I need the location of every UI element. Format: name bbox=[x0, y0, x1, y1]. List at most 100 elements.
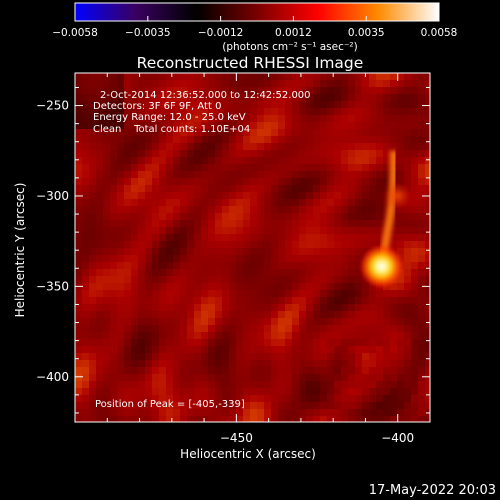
heatmap-cell bbox=[327, 360, 335, 368]
heatmap-cell bbox=[229, 241, 237, 249]
heatmap-cell bbox=[215, 339, 223, 347]
heatmap-cell bbox=[313, 325, 321, 333]
heatmap-cell bbox=[320, 297, 328, 305]
heatmap-cell bbox=[166, 367, 174, 375]
heatmap-cell bbox=[320, 94, 328, 102]
heatmap-cell bbox=[180, 416, 188, 422]
heatmap-cell bbox=[425, 374, 430, 382]
heatmap-cell bbox=[152, 206, 160, 214]
heatmap-cell bbox=[369, 101, 377, 109]
heatmap-cell bbox=[320, 381, 328, 389]
heatmap-cell bbox=[201, 136, 209, 144]
heatmap-cell bbox=[362, 94, 370, 102]
heatmap-cell bbox=[348, 353, 356, 361]
heatmap-cell bbox=[264, 360, 272, 368]
heatmap-cell bbox=[397, 339, 405, 347]
heatmap-cell bbox=[418, 276, 426, 284]
heatmap-cell bbox=[194, 213, 202, 221]
heatmap-cell bbox=[313, 227, 321, 235]
heatmap-cell bbox=[131, 101, 139, 109]
heatmap-cell bbox=[397, 276, 405, 284]
heatmap-cell bbox=[201, 241, 209, 249]
heatmap-cell bbox=[222, 122, 230, 130]
heatmap-cell bbox=[285, 381, 293, 389]
heatmap-cell bbox=[327, 381, 335, 389]
heatmap-cell bbox=[334, 416, 342, 422]
heatmap-cell bbox=[355, 325, 363, 333]
heatmap-cell bbox=[271, 129, 279, 137]
heatmap-cell bbox=[299, 388, 307, 396]
heatmap-cell bbox=[278, 171, 286, 179]
heatmap-cell bbox=[320, 304, 328, 312]
heatmap-cell bbox=[180, 220, 188, 228]
heatmap-cell bbox=[103, 367, 111, 375]
heatmap-cell bbox=[383, 346, 391, 354]
heatmap-cell bbox=[341, 304, 349, 312]
heatmap-cell bbox=[201, 360, 209, 368]
heatmap-cell bbox=[292, 122, 300, 130]
heatmap-cell bbox=[208, 241, 216, 249]
heatmap-cell bbox=[362, 108, 370, 116]
heatmap-cell bbox=[96, 332, 104, 340]
heatmap-cell bbox=[390, 353, 398, 361]
heatmap-cell bbox=[271, 206, 279, 214]
heatmap-cell bbox=[327, 276, 335, 284]
heatmap-cell bbox=[313, 402, 321, 410]
heatmap-cell bbox=[271, 192, 279, 200]
heatmap-cell bbox=[152, 122, 160, 130]
heatmap-cell bbox=[376, 122, 384, 130]
heatmap-cell bbox=[278, 143, 286, 151]
heatmap-cell bbox=[320, 199, 328, 207]
heatmap-cell bbox=[201, 143, 209, 151]
heatmap-cell bbox=[236, 101, 244, 109]
heatmap-cell bbox=[208, 122, 216, 130]
heatmap-cell bbox=[355, 178, 363, 186]
heatmap-cell bbox=[313, 115, 321, 123]
heatmap-cell bbox=[292, 290, 300, 298]
heatmap-cell bbox=[341, 220, 349, 228]
heatmap-cell bbox=[397, 171, 405, 179]
heatmap-cell bbox=[278, 108, 286, 116]
heatmap-cell bbox=[257, 395, 265, 403]
heatmap-cell bbox=[215, 367, 223, 375]
info-line-time: 2-Oct-2014 12:36:52.000 to 12:42:52.000 bbox=[100, 90, 311, 101]
heatmap-cell bbox=[390, 101, 398, 109]
heatmap-cell bbox=[390, 136, 398, 144]
heatmap-cell bbox=[89, 346, 97, 354]
heatmap-cell bbox=[334, 101, 342, 109]
heatmap-cell bbox=[124, 304, 132, 312]
heatmap-cell bbox=[418, 164, 426, 172]
heatmap-cell bbox=[229, 367, 237, 375]
heatmap-cell bbox=[145, 220, 153, 228]
heatmap-cell bbox=[243, 381, 251, 389]
heatmap-cell bbox=[173, 129, 181, 137]
heatmap-cell bbox=[173, 192, 181, 200]
heatmap-cell bbox=[376, 374, 384, 382]
heatmap-cell bbox=[390, 94, 398, 102]
heatmap-cell bbox=[313, 241, 321, 249]
heatmap-cell bbox=[89, 108, 97, 116]
heatmap-cell bbox=[243, 178, 251, 186]
heatmap-cell bbox=[355, 367, 363, 375]
heatmap-cell bbox=[201, 374, 209, 382]
heatmap-cell bbox=[341, 73, 349, 81]
heatmap-cell bbox=[201, 164, 209, 172]
heatmap-cell bbox=[278, 213, 286, 221]
heatmap-cell bbox=[369, 73, 377, 81]
heatmap-cell bbox=[117, 73, 125, 81]
heatmap-cell bbox=[82, 73, 90, 81]
heatmap-cell bbox=[194, 402, 202, 410]
heatmap-cell bbox=[348, 374, 356, 382]
heatmap-cell bbox=[180, 171, 188, 179]
heatmap-cell bbox=[82, 360, 90, 368]
heatmap-cell bbox=[229, 101, 237, 109]
heatmap-cell bbox=[327, 290, 335, 298]
heatmap-cell bbox=[271, 353, 279, 361]
heatmap-cell bbox=[89, 339, 97, 347]
heatmap-cell bbox=[243, 276, 251, 284]
heatmap-cell bbox=[110, 171, 118, 179]
heatmap-cell bbox=[348, 409, 356, 417]
heatmap-cell bbox=[194, 276, 202, 284]
heatmap-cell bbox=[222, 290, 230, 298]
heatmap-cell bbox=[362, 374, 370, 382]
